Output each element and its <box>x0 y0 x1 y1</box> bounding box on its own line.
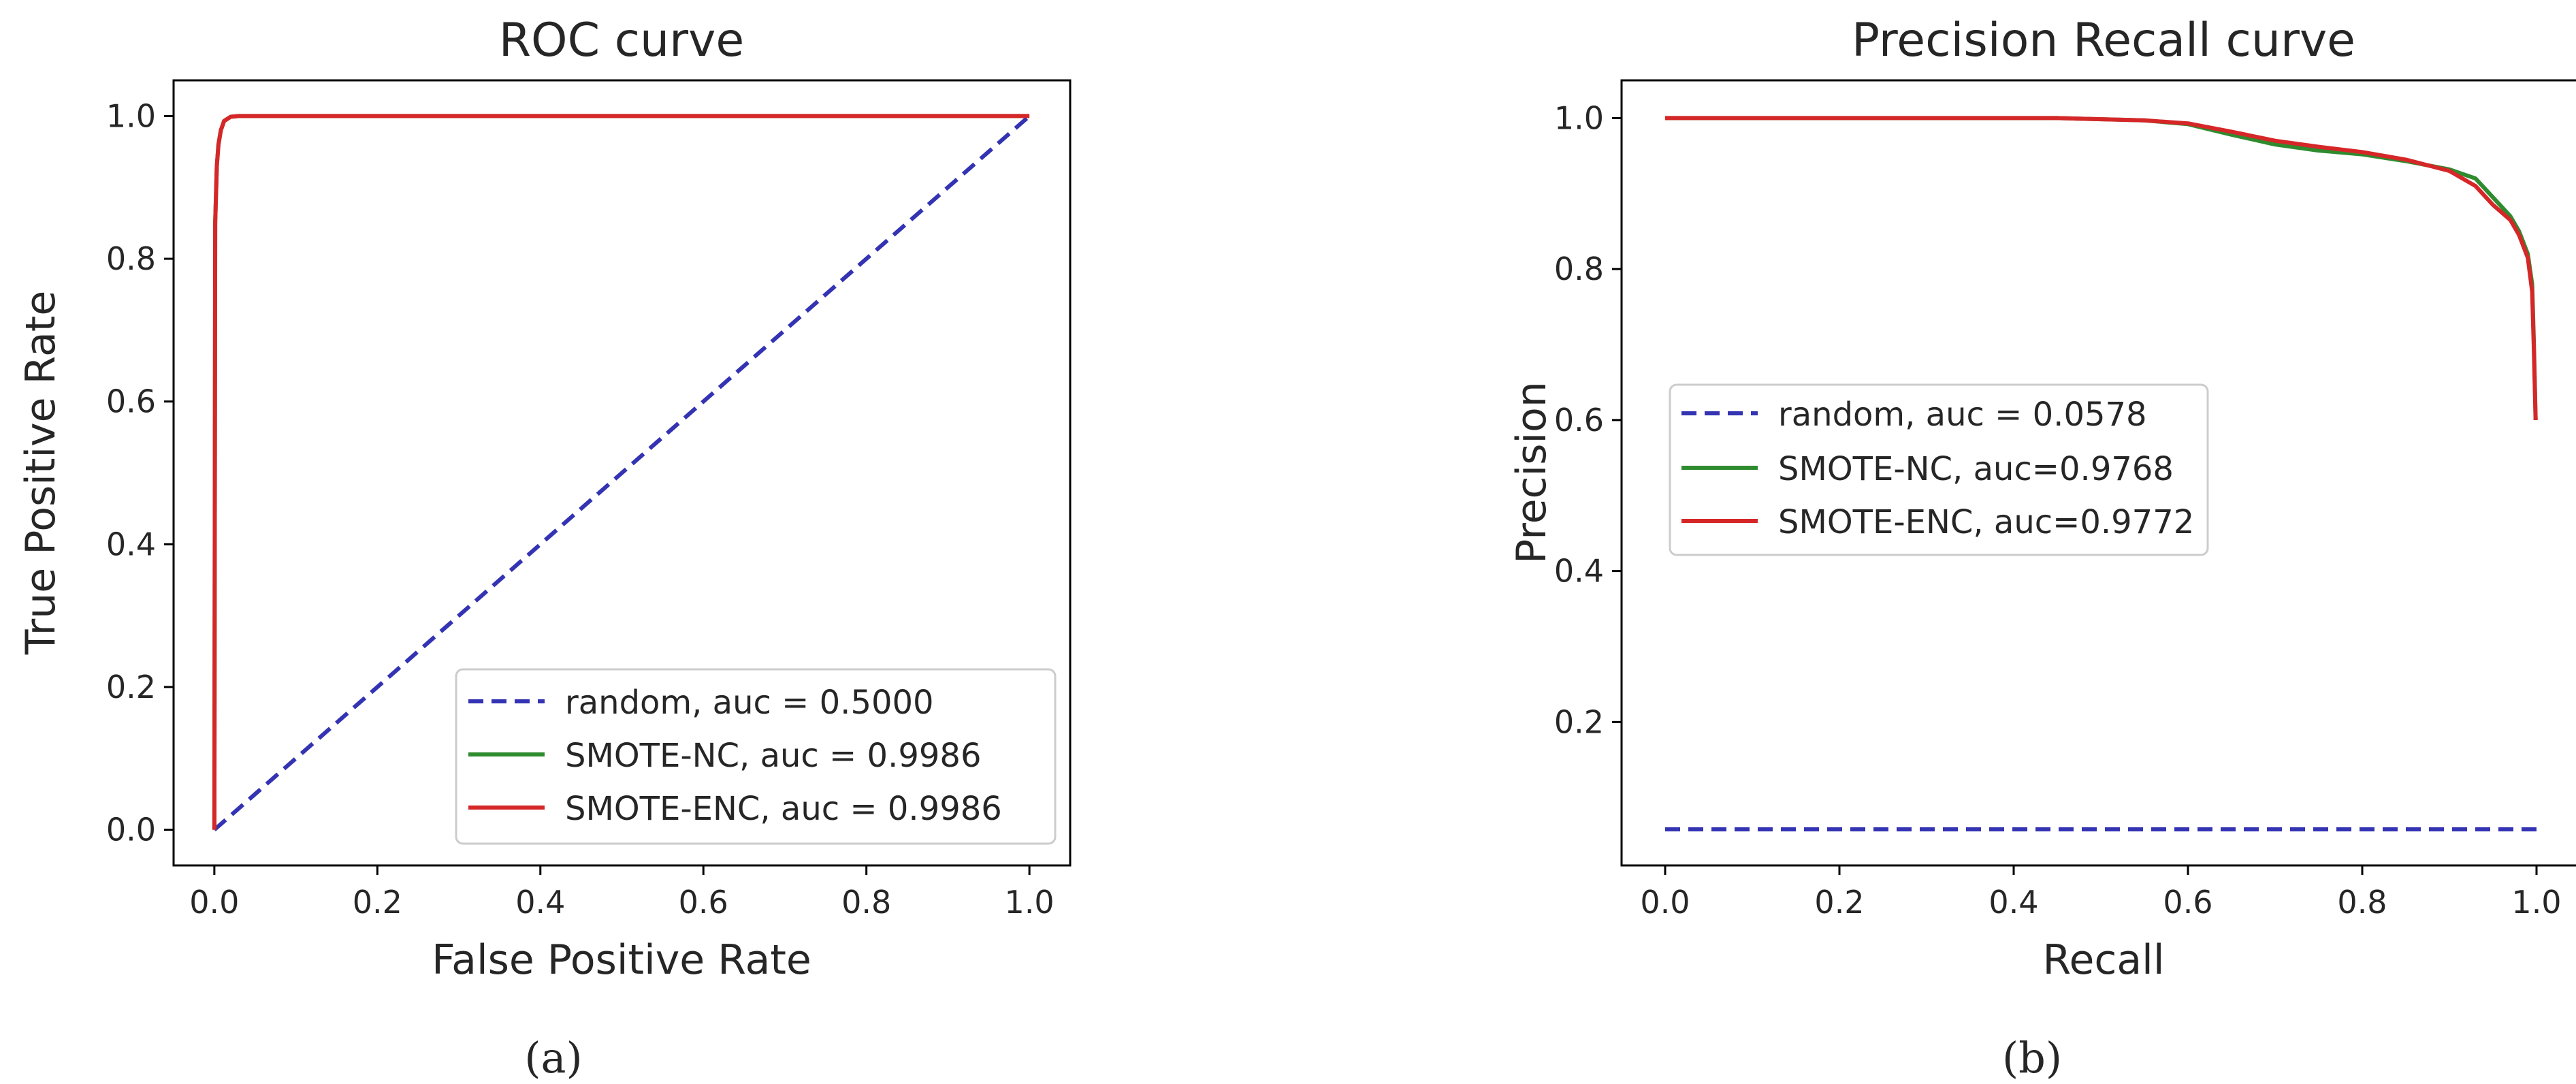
roc-x-tick-label: 0.0 <box>189 884 239 921</box>
pr-plot-frame <box>1620 79 2576 867</box>
pr-x-label: Recall <box>2042 936 2164 984</box>
roc-y-tick-label: 0.8 <box>106 240 156 277</box>
roc-y-tick-label: 1.0 <box>106 97 156 134</box>
roc-legend: random, auc = 0.5000 SMOTE-NC, auc = 0.9… <box>455 668 1057 845</box>
pr-y-tick-label: 0.6 <box>1554 402 1604 439</box>
caption-a: (a) <box>524 1033 582 1083</box>
pr-series <box>1665 116 2538 831</box>
pr-x-tick-label: 0.4 <box>1989 884 2038 921</box>
pr-x-tick-label: 0.2 <box>1814 884 1864 921</box>
pr-x-ticks: 0.0 0.2 0.4 0.6 0.8 1.0 <box>1640 865 2562 921</box>
pr-y-tick-label: 0.4 <box>1554 553 1604 590</box>
roc-title: ROC curve <box>499 14 744 67</box>
roc-smote-enc-line <box>212 114 1030 830</box>
roc-y-tick-label: 0.0 <box>106 812 156 848</box>
pr-x-tick-label: 0.6 <box>2163 884 2212 921</box>
roc-y-tick-label: 0.6 <box>106 383 156 420</box>
roc-y-label: True Positive Rate <box>17 291 65 655</box>
roc-x-tick-label: 0.4 <box>515 884 565 921</box>
roc-legend-label-smote-enc: SMOTE-ENC, auc = 0.9986 <box>565 790 1002 828</box>
pr-panel: Precision Recall curve 0.0 0.2 0.4 0.6 0.8 1.… <box>1508 14 2576 1083</box>
roc-legend-label-smote-nc: SMOTE-NC, auc = 0.9986 <box>565 737 981 775</box>
roc-legend-box <box>455 668 1057 845</box>
roc-plot-frame <box>172 79 1072 867</box>
roc-panel: ROC curve 0.0 0.2 0.4 0.6 0.8 1.0 0.00.20.40.… <box>17 14 1072 1083</box>
roc-y-tick-label: 0.4 <box>106 526 156 562</box>
roc-x-tick-label: 0.6 <box>679 884 728 921</box>
roc-x-tick-label: 0.8 <box>841 884 891 921</box>
pr-title: Precision Recall curve <box>1852 14 2355 67</box>
roc-x-tick-label: 0.2 <box>353 884 402 921</box>
roc-x-tick-label: 1.0 <box>1005 884 1054 921</box>
roc-x-label: False Positive Rate <box>432 936 811 984</box>
roc-legend-label-random: random, auc = 0.5000 <box>565 684 934 722</box>
pr-legend-label-smote-enc: SMOTE-ENC, auc=0.9772 <box>1778 503 2194 541</box>
pr-legend-box <box>1669 383 2209 556</box>
roc-random-line <box>212 114 1031 831</box>
pr-y-tick-label: 1.0 <box>1554 99 1604 136</box>
roc-series <box>212 114 1031 831</box>
pr-legend: random, auc = 0.0578 SMOTE-NC, auc=0.976… <box>1669 383 2209 556</box>
roc-y-ticks: 0.0 0.2 0.4 0.6 0.8 1.0 <box>106 97 174 848</box>
caption-b: (b) <box>2002 1033 2062 1083</box>
pr-x-tick-label: 0.0 <box>1640 884 1690 921</box>
pr-y-tick-label: 0.8 <box>1554 251 1604 287</box>
roc-x-ticks: 0.0 0.2 0.4 0.6 0.8 1.0 <box>189 865 1054 921</box>
pr-y-label: Precision <box>1508 381 1556 564</box>
pr-legend-label-smote-nc: SMOTE-NC, auc=0.9768 <box>1778 450 2174 488</box>
pr-y-ticks: 0.2 0.4 0.6 0.8 1.0 <box>1554 99 1622 740</box>
pr-legend-label-random: random, auc = 0.0578 <box>1778 396 2147 434</box>
pr-x-tick-label: 0.8 <box>2337 884 2387 921</box>
pr-smote-enc-line <box>1665 116 2538 420</box>
roc-y-tick-label: 0.2 <box>106 669 156 705</box>
pr-y-tick-label: 0.2 <box>1554 703 1604 740</box>
pr-smote-nc-line <box>1665 116 2538 420</box>
pr-x-tick-label: 1.0 <box>2511 884 2561 921</box>
